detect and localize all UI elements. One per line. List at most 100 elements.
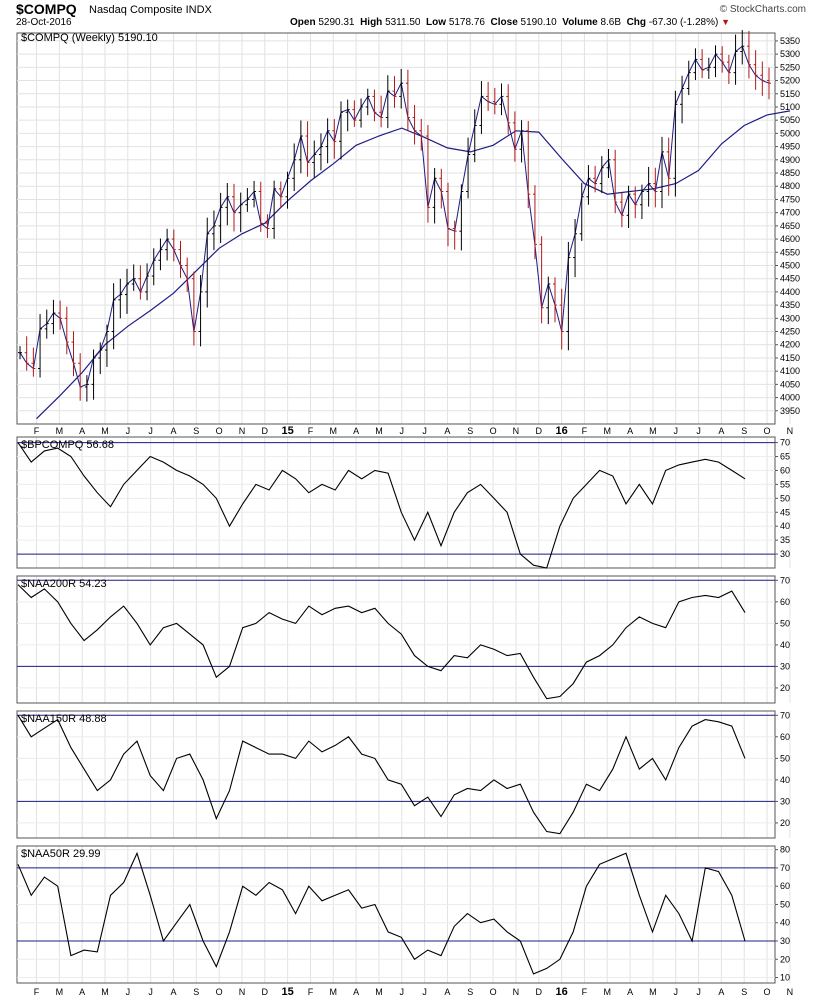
ohlc-bar bbox=[633, 186, 638, 219]
ohlc-bar bbox=[432, 168, 437, 224]
ohlc-bar bbox=[566, 241, 571, 351]
x-tick-label-bottom: S bbox=[467, 987, 473, 997]
ohlc-bar bbox=[18, 346, 22, 360]
ohlc-bar bbox=[305, 121, 310, 177]
x-tick-label-top: M bbox=[375, 426, 383, 436]
x-tick-label-bottom: N bbox=[239, 987, 246, 997]
indicator-tick-label: 50 bbox=[780, 899, 790, 909]
indicator-tick-label: 60 bbox=[780, 465, 790, 475]
close-label: Close bbox=[490, 17, 518, 28]
indicator-panel-title: $BPCOMPQ 56.68 bbox=[21, 439, 114, 451]
ohlc-bar bbox=[24, 336, 29, 371]
ohlc-bar bbox=[446, 182, 450, 247]
x-tick-label-bottom: J bbox=[126, 987, 131, 997]
ohlc-bar bbox=[232, 183, 236, 232]
low-label: Low bbox=[426, 17, 447, 28]
ohlc-bar bbox=[165, 228, 170, 261]
ohlc-bar bbox=[118, 278, 123, 319]
ohlc-bar bbox=[639, 184, 644, 219]
symbol-label: $COMPQ bbox=[16, 1, 77, 17]
ohlc-bar bbox=[519, 120, 524, 163]
price-tick-label: 5050 bbox=[780, 115, 800, 125]
x-tick-label-bottom: J bbox=[422, 987, 427, 997]
x-tick-label-bottom: D bbox=[262, 987, 269, 997]
ohlc-bar bbox=[693, 48, 698, 81]
indicator-tick-label: 45 bbox=[780, 507, 790, 517]
ohlc-bar bbox=[178, 240, 183, 278]
price-tick-label: 5200 bbox=[780, 76, 800, 86]
volume-label: Volume bbox=[562, 17, 598, 28]
ohlc-bar bbox=[191, 271, 196, 346]
indicator-tick-label: 70 bbox=[780, 710, 790, 720]
indicator-tick-label: 60 bbox=[780, 732, 790, 742]
x-tick-label-bottom: J bbox=[400, 987, 405, 997]
ohlc-bar bbox=[218, 192, 223, 244]
ohlc-bar bbox=[278, 181, 283, 208]
ohlc-bar bbox=[586, 165, 591, 205]
price-tick-label: 3950 bbox=[780, 406, 800, 416]
indicator-tick-label: 65 bbox=[780, 452, 790, 462]
quote-bar: Open 5290.31 High 5311.50 Low 5178.76 Cl… bbox=[290, 17, 730, 28]
price-tick-label: 4300 bbox=[780, 313, 800, 323]
price-tick-label: 5150 bbox=[780, 89, 800, 99]
x-tick-label-top: A bbox=[79, 426, 85, 436]
indicator-tick-label: 20 bbox=[780, 954, 790, 964]
ohlc-bar bbox=[653, 167, 658, 208]
indicator-tick-label: 60 bbox=[780, 597, 790, 607]
ohlc-bar bbox=[171, 229, 176, 262]
indicator-tick-label: 70 bbox=[780, 575, 790, 585]
ohlc-bar bbox=[111, 283, 116, 350]
panel-frame bbox=[16, 575, 776, 704]
ohlc-bar bbox=[660, 136, 664, 209]
ohlc-bar bbox=[365, 88, 370, 116]
indicator-tick-label: 55 bbox=[780, 479, 790, 489]
x-tick-label-top: D bbox=[536, 426, 543, 436]
price-tick-label: 4850 bbox=[780, 168, 800, 178]
low-value: 5178.76 bbox=[448, 17, 485, 28]
price-tick-label: 4150 bbox=[780, 353, 800, 363]
x-tick-label-top: O bbox=[216, 426, 223, 436]
indicator-tick-label: 35 bbox=[780, 535, 790, 545]
x-tick-label-bottom: A bbox=[627, 987, 633, 997]
chart-header: $COMPQ Nasdaq Composite INDX 28-Oct-2016… bbox=[0, 0, 820, 30]
ohlc-bar bbox=[740, 30, 745, 65]
ohlc-bar bbox=[593, 165, 598, 193]
indicator-tick-label: 40 bbox=[780, 640, 790, 650]
ohlc-bar bbox=[125, 268, 129, 314]
x-tick-label-top: J bbox=[400, 426, 405, 436]
price-tick-label: 4250 bbox=[780, 327, 800, 337]
x-tick-label-bottom: A bbox=[718, 987, 724, 997]
ohlc-bar bbox=[486, 81, 491, 111]
price-tick-label: 4100 bbox=[780, 366, 800, 376]
moving-average-line bbox=[36, 110, 791, 420]
ohlc-bar bbox=[211, 210, 216, 251]
x-tick-label-top: O bbox=[490, 426, 497, 436]
x-tick-label-top: A bbox=[444, 426, 450, 436]
open-label: Open bbox=[290, 17, 316, 28]
ohlc-bar bbox=[131, 264, 136, 291]
price-tick-label: 5250 bbox=[780, 62, 800, 72]
x-tick-label-bottom: J bbox=[673, 987, 678, 997]
ohlc-bar bbox=[700, 49, 705, 79]
ohlc-bar bbox=[98, 342, 103, 375]
ohlc-bar bbox=[339, 101, 343, 160]
x-tick-label-bottom: O bbox=[216, 987, 223, 997]
ohlc-bar bbox=[553, 277, 557, 323]
ohlc-bar bbox=[680, 75, 685, 124]
price-tick-label: 4400 bbox=[780, 287, 800, 297]
ohlc-bar bbox=[252, 180, 257, 208]
ohlc-bar bbox=[38, 314, 43, 378]
ohlc-bar bbox=[706, 57, 711, 79]
ohlc-bar bbox=[91, 349, 96, 400]
ohlc-bar bbox=[726, 54, 731, 84]
ohlc-bar bbox=[419, 118, 424, 151]
x-tick-label-bottom: O bbox=[490, 987, 497, 997]
price-tick-label: 5350 bbox=[780, 36, 800, 46]
price-tick-label: 4800 bbox=[780, 181, 800, 191]
ohlc-bar bbox=[573, 218, 578, 278]
ohlc-bar bbox=[499, 83, 504, 116]
x-tick-label-bottom: 15 bbox=[282, 986, 294, 998]
x-tick-label-top: M bbox=[56, 426, 64, 436]
ohlc-bar bbox=[599, 156, 604, 194]
ohlc-bar bbox=[559, 288, 564, 350]
